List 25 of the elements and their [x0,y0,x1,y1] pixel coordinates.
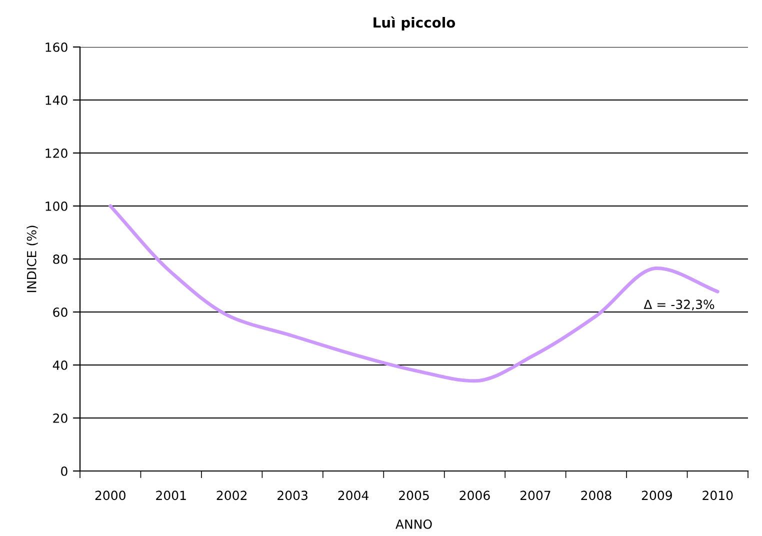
x-tick-label: 2010 [702,490,733,500]
x-tick-label: 2008 [581,490,612,500]
y-tick-label: 0 [61,466,68,476]
x-tick-label: 2001 [156,490,186,500]
chart-title: Luì piccolo [374,16,456,30]
x-axis-title: ANNO [396,519,432,529]
x-tick-label: 2006 [460,490,490,500]
x-tick-label: 2002 [216,490,246,500]
y-axis-title: INDICE (%) [26,226,38,292]
line-series [108,204,720,383]
y-tick-label: 100 [46,201,68,211]
y-tick-label: 60 [53,307,68,317]
x-tick-label: 2000 [95,490,126,500]
y-tick-label: 40 [52,360,68,370]
y-tick-label: 120 [46,148,68,158]
x-tick-label: 2004 [338,490,368,500]
y-tick-label: 140 [46,95,68,105]
x-tick-label: 2009 [642,490,672,500]
y-tick-label: 80 [53,254,68,264]
y-tick-label: 160 [46,42,68,52]
x-tick-label: 2003 [278,490,308,500]
x-tick-label: 2005 [399,490,429,500]
x-tick-label: 2007 [520,490,550,500]
y-tick-label: 20 [53,413,68,423]
annotation: Δ = -32,3% [644,300,714,310]
